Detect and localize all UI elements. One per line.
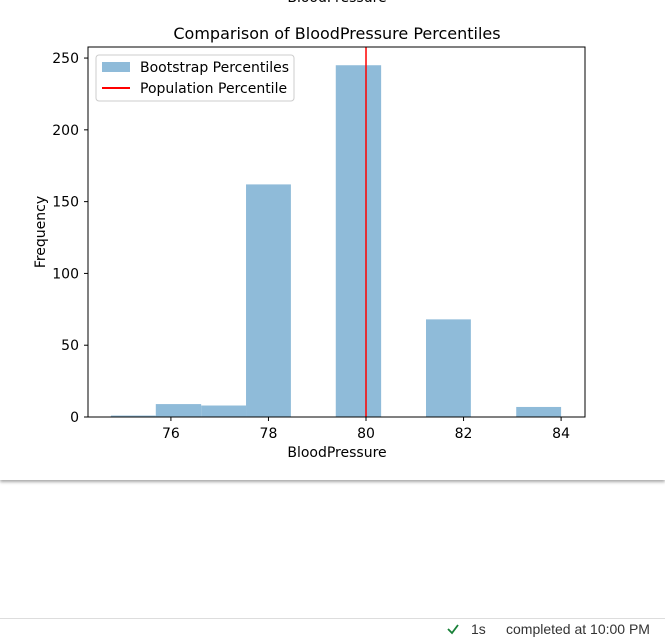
chart-title: Comparison of BloodPressure Percentiles: [173, 24, 500, 43]
output-area: BloodPressure Comparison of BloodPressur…: [33, 0, 586, 461]
legend-box: [95, 54, 295, 102]
plot-frame: [87, 46, 586, 418]
histogram-bar: [110, 415, 156, 417]
x-tick-label: 76: [162, 426, 180, 442]
x-tick-label: 82: [455, 426, 473, 442]
y-tick-label: 200: [52, 123, 79, 139]
status-bar: 1s completed at 10:00 PM: [0, 618, 665, 637]
y-axis-label: Frequency: [33, 196, 49, 268]
histogram-bar: [516, 406, 562, 417]
x-axis-label: BloodPressure: [287, 445, 386, 461]
histogram-bar: [425, 319, 471, 417]
x-tick-label: 78: [260, 426, 278, 442]
y-tick-label: 50: [61, 338, 79, 354]
histogram-bar: [201, 405, 247, 417]
y-tick-label: 150: [52, 195, 79, 211]
legend-label: Population Percentile: [140, 81, 287, 97]
x-tick-label: 80: [357, 426, 375, 442]
y-tick-label: 0: [70, 410, 79, 426]
legend-swatch: [102, 62, 130, 72]
check-icon: [447, 624, 459, 635]
status-message: completed at 10:00 PM: [506, 621, 650, 637]
chart: BloodPressure Comparison of BloodPressur…: [33, 0, 586, 461]
legend-label: Bootstrap Percentiles: [140, 60, 289, 76]
histogram-bar: [155, 404, 202, 417]
previous-xlabel: BloodPressure: [287, 0, 386, 6]
y-tick-label: 100: [52, 266, 79, 282]
duration: 1s: [471, 621, 486, 637]
x-tick-label: 84: [552, 426, 570, 442]
histogram-bar: [335, 65, 382, 418]
histogram-bar: [246, 184, 291, 417]
y-tick-label: 250: [52, 51, 79, 67]
